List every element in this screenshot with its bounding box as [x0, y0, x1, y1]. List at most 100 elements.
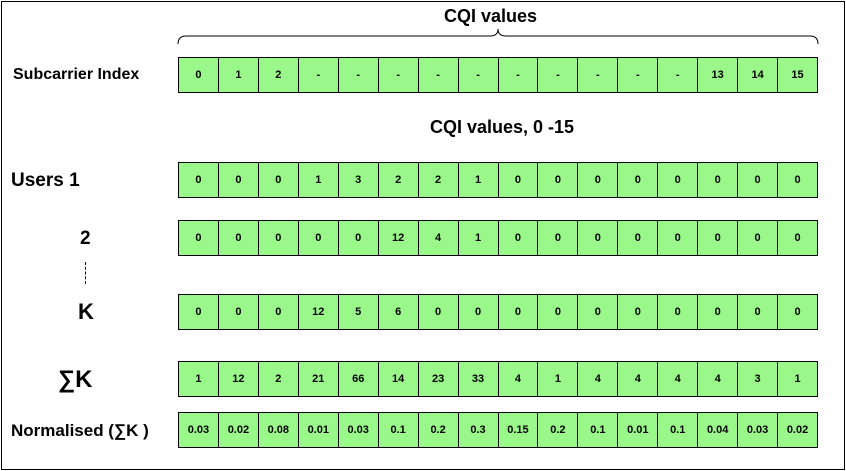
cell: -	[538, 58, 579, 92]
cell: 2	[258, 362, 299, 396]
user-k-row: 0 0 0 12 5 6 0 0 0 0 0 0 0 0 0 0	[178, 294, 818, 330]
cell: 0	[538, 295, 579, 329]
cell: 14	[738, 58, 779, 92]
cell: 4	[418, 221, 459, 255]
sum-k-label: ∑K	[58, 366, 93, 393]
cell: 0	[778, 163, 817, 197]
cell: 0.01	[618, 413, 659, 447]
cell: -	[418, 58, 459, 92]
cell: 0.2	[418, 413, 459, 447]
cell: 0.04	[698, 413, 739, 447]
sum-row: 1 12 2 21 66 14 23 33 4 1 4 4 4 4 3 1	[178, 361, 818, 397]
cell: 0	[418, 295, 459, 329]
cell: 3	[738, 362, 779, 396]
cell: 0.03	[738, 413, 779, 447]
cell: 4	[498, 362, 539, 396]
cell: 12	[298, 295, 339, 329]
cell: 1	[179, 362, 219, 396]
cell: 14	[378, 362, 419, 396]
cell: 4	[578, 362, 619, 396]
cell: 0	[698, 221, 739, 255]
cell: 0	[498, 295, 539, 329]
cell: 0	[778, 221, 817, 255]
cell: 33	[458, 362, 499, 396]
cell: 15	[778, 58, 817, 92]
cell: 4	[618, 362, 659, 396]
cell: 1	[538, 362, 579, 396]
cell: 0	[218, 163, 259, 197]
user-2-label: 2	[80, 228, 91, 249]
users-1-label: Users 1	[11, 170, 80, 191]
cell: 0.1	[578, 413, 619, 447]
cell: 0.03	[338, 413, 379, 447]
cell: 0.2	[538, 413, 579, 447]
cell: 0	[258, 221, 299, 255]
cell: 0	[498, 163, 539, 197]
cell: 0.1	[658, 413, 699, 447]
cell: 5	[338, 295, 379, 329]
cell: 13	[698, 58, 739, 92]
cell: 0.02	[778, 413, 817, 447]
cell: 0	[698, 295, 739, 329]
user-k-label: K	[78, 299, 94, 324]
cell: 2	[378, 163, 419, 197]
cqi-values-title: CQI values	[444, 6, 538, 26]
cell: 0	[179, 58, 219, 92]
cell: 0	[498, 221, 539, 255]
ellipsis-divider	[85, 262, 86, 284]
cell: -	[618, 58, 659, 92]
cell: 0	[538, 163, 579, 197]
cell: 2	[258, 58, 299, 92]
cell: 0	[738, 163, 779, 197]
cell: 0	[538, 221, 579, 255]
normalised-label: Normalised (∑K )	[11, 421, 149, 440]
cell: 0	[179, 295, 219, 329]
cell: 0	[218, 295, 259, 329]
cell: 0	[618, 295, 659, 329]
cell: 0	[618, 163, 659, 197]
cell: 23	[418, 362, 459, 396]
cell: 0	[578, 221, 619, 255]
cell: 0.08	[258, 413, 299, 447]
cell: 6	[378, 295, 419, 329]
cell: 66	[338, 362, 379, 396]
cell: 1	[298, 163, 339, 197]
cell: 0.01	[298, 413, 339, 447]
cell: 1	[218, 58, 259, 92]
cell: 0	[618, 221, 659, 255]
cell: 0	[258, 163, 299, 197]
cell: 0.03	[179, 413, 219, 447]
cell: 0.15	[498, 413, 539, 447]
cell: 0	[458, 295, 499, 329]
cell: 0	[658, 163, 699, 197]
user-2-row: 0 0 0 0 0 12 4 1 0 0 0 0 0 0 0 0	[178, 220, 818, 256]
cell: -	[458, 58, 499, 92]
cqi-range-subtitle: CQI values, 0 -15	[430, 117, 575, 137]
cell: 0	[298, 221, 339, 255]
cell: 3	[338, 163, 379, 197]
normalised-row: 0.03 0.02 0.08 0.01 0.03 0.1 0.2 0.3 0.15 0.2 0.1 0…	[178, 412, 818, 448]
cell: -	[338, 58, 379, 92]
cell: 0	[778, 295, 817, 329]
cell: 1	[778, 362, 817, 396]
cell: 0	[578, 163, 619, 197]
cell: -	[298, 58, 339, 92]
cell: -	[658, 58, 699, 92]
cell: 0	[338, 221, 379, 255]
cell: -	[498, 58, 539, 92]
cell: 1	[458, 221, 499, 255]
subcarrier-index-label: Subcarrier Index	[13, 66, 140, 83]
cell: 4	[658, 362, 699, 396]
cell: 0	[578, 295, 619, 329]
cell: 0	[179, 163, 219, 197]
cell: 2	[418, 163, 459, 197]
cell: 12	[378, 221, 419, 255]
cell: 0	[698, 163, 739, 197]
cell: 4	[698, 362, 739, 396]
cell: 21	[298, 362, 339, 396]
cell: 0.1	[378, 413, 419, 447]
cell: 0	[738, 221, 779, 255]
cell: 0	[658, 295, 699, 329]
cell: 0	[179, 221, 219, 255]
